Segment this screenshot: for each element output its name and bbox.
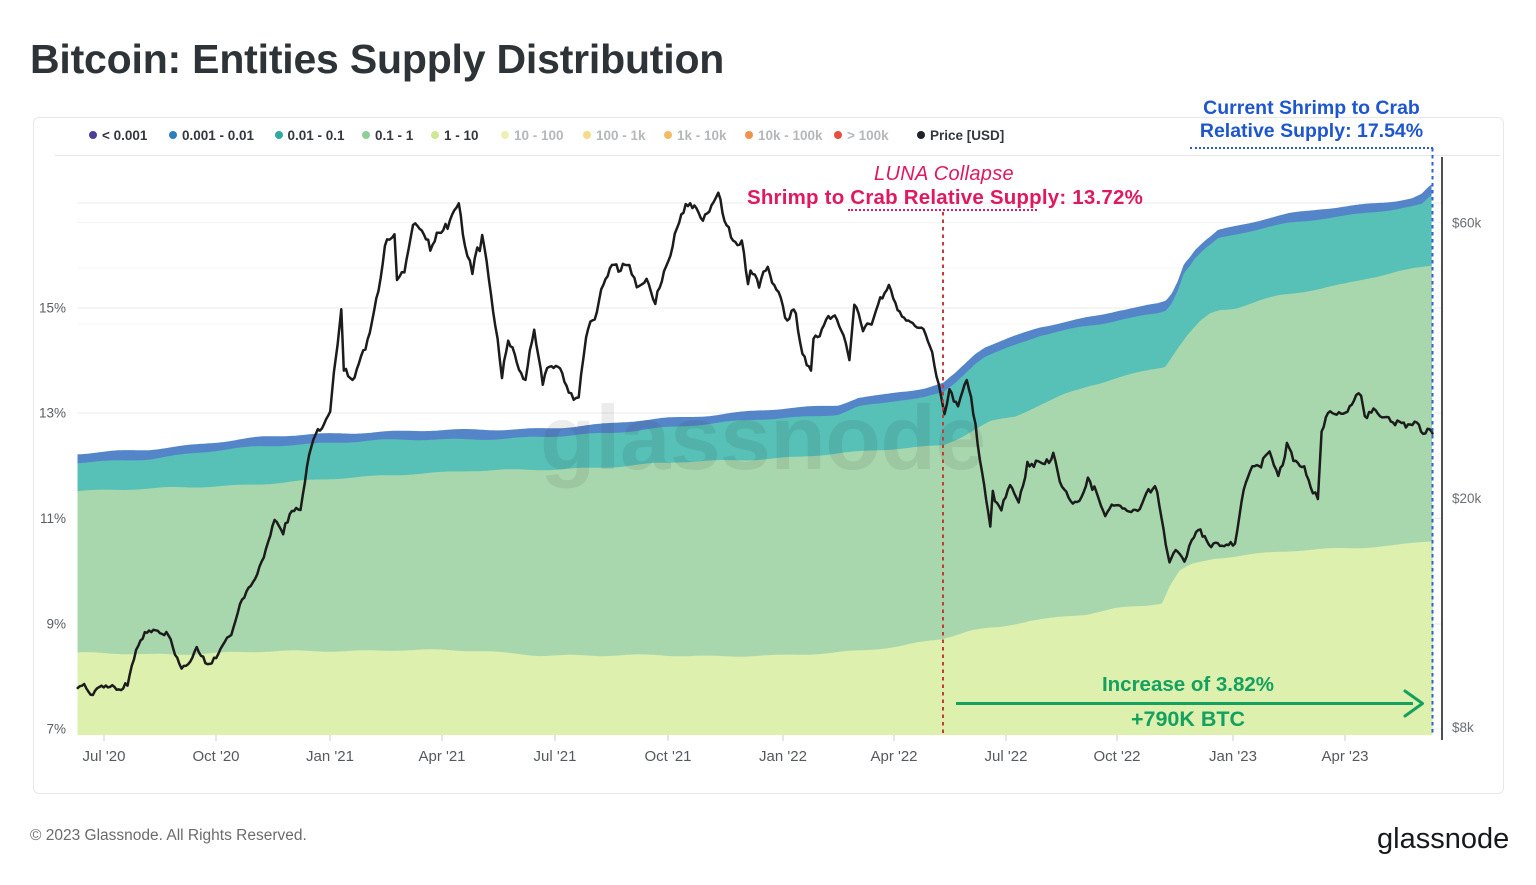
svg-text:Jan '21: Jan '21	[306, 748, 354, 765]
svg-text:Oct '20: Oct '20	[192, 748, 239, 765]
svg-text:Oct '21: Oct '21	[644, 748, 691, 765]
svg-text:Jan '23: Jan '23	[1209, 748, 1257, 765]
svg-text:$60k: $60k	[1452, 216, 1482, 231]
svg-text:15%: 15%	[39, 301, 66, 316]
svg-text:Apr '23: Apr '23	[1321, 748, 1368, 765]
svg-text:$20k: $20k	[1452, 491, 1482, 506]
svg-text:9%: 9%	[46, 617, 66, 632]
svg-text:7%: 7%	[46, 722, 66, 737]
svg-text:Apr '21: Apr '21	[418, 748, 465, 765]
svg-text:Oct '22: Oct '22	[1093, 748, 1140, 765]
svg-text:$8k: $8k	[1452, 720, 1474, 735]
svg-text:13%: 13%	[39, 406, 66, 421]
svg-text:glassnode: glassnode	[540, 388, 986, 489]
svg-text:Jul '22: Jul '22	[985, 748, 1028, 765]
svg-text:11%: 11%	[40, 511, 66, 526]
svg-text:Jul '20: Jul '20	[83, 748, 126, 765]
svg-text:Jan '22: Jan '22	[759, 748, 807, 765]
svg-text:Apr '22: Apr '22	[870, 748, 917, 765]
svg-text:Jul '21: Jul '21	[534, 748, 577, 765]
